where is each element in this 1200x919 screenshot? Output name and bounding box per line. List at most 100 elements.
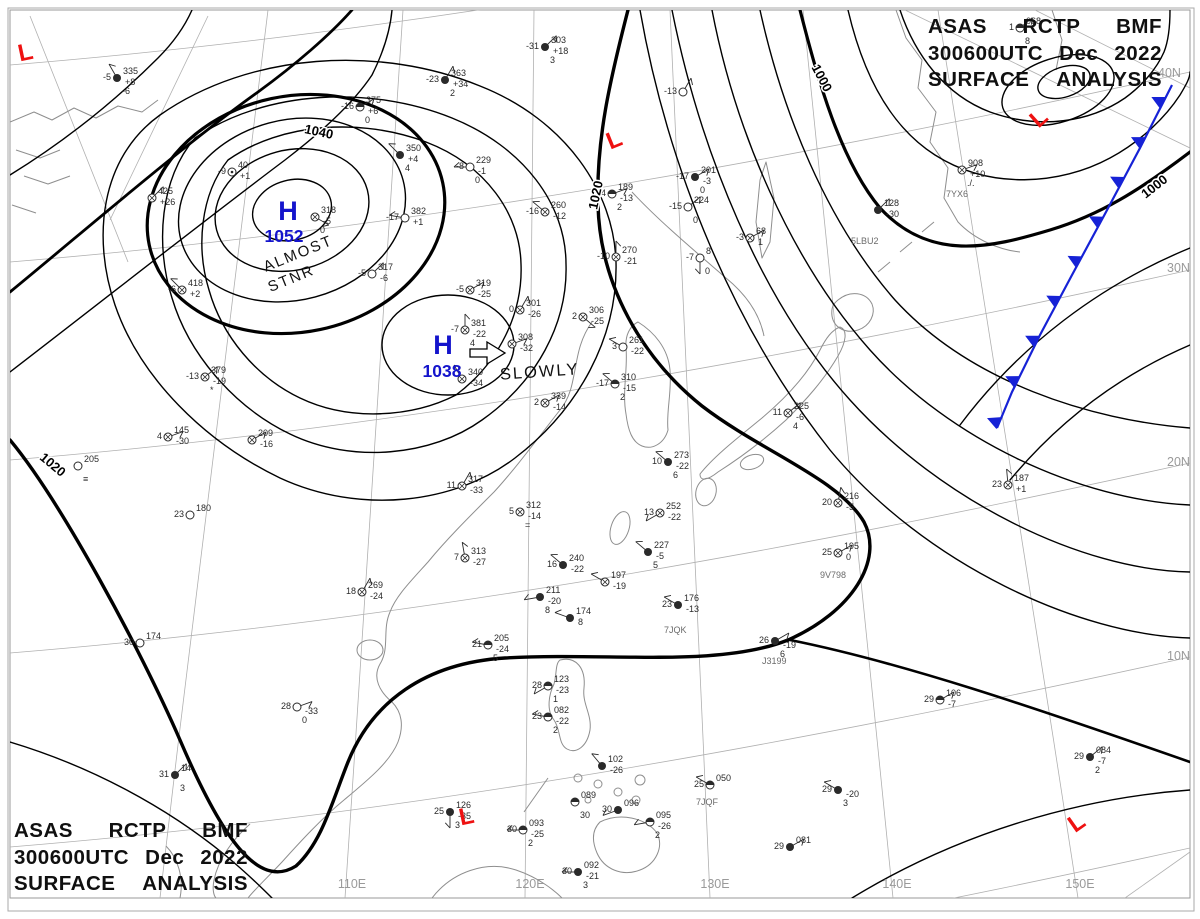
low-symbol: L xyxy=(1024,103,1053,133)
station-dewpoint: +1 xyxy=(413,217,423,227)
station-temp: -3 xyxy=(736,232,744,242)
station-symbol xyxy=(462,327,468,333)
station-symbol xyxy=(230,170,234,174)
station-pressure: 093 xyxy=(529,818,544,828)
station-plot: -6 418+2 xyxy=(168,278,203,299)
station-extra: 8 xyxy=(1025,36,1030,46)
title-word: SURFACE xyxy=(928,68,1030,91)
station-symbol xyxy=(1086,753,1094,761)
station-temp: -17 xyxy=(386,212,399,222)
station-symbol xyxy=(544,682,552,686)
wind-barb-tick xyxy=(798,402,801,410)
low-symbol: L xyxy=(15,38,35,67)
station-pressure: 306 xyxy=(589,305,604,315)
wind-barb-tick xyxy=(556,394,560,402)
station-symbol xyxy=(465,162,475,172)
station-symbol xyxy=(544,713,552,717)
station-plot: -17 310-152 xyxy=(596,372,636,402)
station-plot: 23 180 xyxy=(174,503,211,520)
station-symbol xyxy=(566,614,574,622)
isobars xyxy=(10,10,1190,898)
station-dewpoint: -5 xyxy=(323,216,331,226)
cold-front xyxy=(987,84,1173,430)
wind-barb-tick xyxy=(472,638,479,643)
station-symbol xyxy=(400,213,410,223)
station-temp: 23 xyxy=(174,509,184,519)
title-line: ASAS RCTP BMF xyxy=(14,818,248,845)
station-pressure: 225 xyxy=(794,401,809,411)
station-symbol xyxy=(171,771,179,779)
station-temp: 23 xyxy=(532,711,542,721)
station-symbol xyxy=(517,509,523,515)
station-extra: 2 xyxy=(1095,765,1100,775)
station-temp: -8 xyxy=(456,161,464,171)
wind-barb-tick xyxy=(645,514,649,522)
station-temp: 29 xyxy=(1074,751,1084,761)
station-symbol xyxy=(1005,482,1011,488)
station-plot: 26 -196 xyxy=(759,632,796,659)
station-dewpoint: -3 xyxy=(703,176,711,186)
station-symbol xyxy=(459,483,465,489)
isobar-1040 xyxy=(145,92,447,336)
station-extra: 2 xyxy=(620,392,625,402)
station-dewpoint: -22 xyxy=(473,329,486,339)
station-pressure: 050 xyxy=(716,773,731,783)
latitude-label: 10N xyxy=(1167,649,1190,663)
station-temp: 25 xyxy=(822,547,832,557)
wind-barb-tick xyxy=(951,691,955,699)
isobar-value-label: 1000 xyxy=(809,62,836,95)
station-plot: 21 205-245 xyxy=(472,633,509,663)
station-plot: 20 216-5 xyxy=(822,487,859,512)
station-symbol xyxy=(674,601,682,609)
latitude-label: 40N xyxy=(1158,66,1181,80)
station-plot: 3 261-22 xyxy=(608,335,644,356)
station-symbol xyxy=(517,307,523,313)
station-dewpoint: -19 xyxy=(613,581,626,591)
title-word: RCTP xyxy=(108,819,167,842)
title-word: RCTP xyxy=(1022,15,1081,38)
high-symbol: H xyxy=(433,330,453,360)
station-dewpoint: -14 xyxy=(553,402,566,412)
station-pressure: 209 xyxy=(258,428,273,438)
station-pressure: 379 xyxy=(211,365,226,375)
station-temp: -7 xyxy=(686,252,694,262)
station-plot: 16 240-22 xyxy=(547,553,584,574)
station-symbol xyxy=(771,637,779,645)
station-extra: 4 xyxy=(793,421,798,431)
station-extra: * xyxy=(210,385,214,395)
station-pressure: 252 xyxy=(666,501,681,511)
station-dewpoint: +10 xyxy=(970,169,985,179)
station-pressure: 908 xyxy=(968,158,983,168)
station-symbol xyxy=(608,190,616,194)
station-pressure: 260 xyxy=(551,200,566,210)
station-symbol xyxy=(73,461,83,471)
station-temp: -14 xyxy=(593,188,606,198)
longitude-label: 130E xyxy=(700,877,729,891)
wind-barb-tick xyxy=(698,196,701,204)
station-pressure: 092 xyxy=(584,860,599,870)
wind-barb-tick xyxy=(527,296,530,304)
station-plot: -7 381-224 xyxy=(451,313,486,348)
wind-barb-tick xyxy=(696,775,704,778)
station-extra: 5 xyxy=(653,560,658,570)
station-symbol xyxy=(367,269,377,279)
movement-annotation: SLOWLY xyxy=(499,360,580,384)
station-temp: 1 xyxy=(1009,22,1014,32)
station-plot: 30 093-252 xyxy=(506,818,544,848)
station-symbol xyxy=(834,786,842,794)
wind-barb-tick xyxy=(179,431,184,438)
wind-barb-tick xyxy=(591,753,599,756)
station-pressure: 375 xyxy=(366,95,381,105)
wind-barb-tick xyxy=(840,487,845,494)
station-extra: 5 xyxy=(493,653,498,663)
station-pressure: 319 xyxy=(476,278,491,288)
station-dewpoint: -5 xyxy=(656,551,664,561)
isobar-1020 xyxy=(10,10,872,874)
station-temp: 13 xyxy=(644,507,654,517)
station-symbol xyxy=(359,589,365,595)
station-pressure: 187 xyxy=(1014,473,1029,483)
station-pressure: 425 xyxy=(158,186,173,196)
station-dewpoint: +4 xyxy=(408,154,418,164)
station-pressure: 195 xyxy=(844,541,859,551)
station-plot: 2 339-14 xyxy=(534,391,566,412)
